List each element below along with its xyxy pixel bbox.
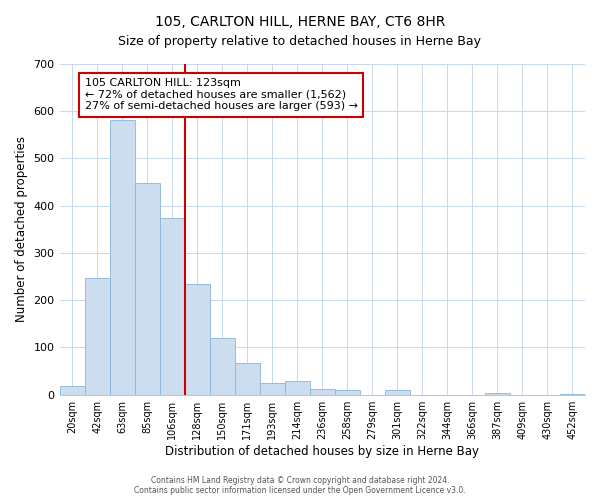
Bar <box>485 393 510 394</box>
Bar <box>335 390 360 394</box>
Text: Size of property relative to detached houses in Herne Bay: Size of property relative to detached ho… <box>119 35 482 48</box>
Bar <box>285 380 310 394</box>
Text: Contains HM Land Registry data © Crown copyright and database right 2024.
Contai: Contains HM Land Registry data © Crown c… <box>134 476 466 495</box>
Bar <box>134 182 160 394</box>
Bar <box>110 120 134 394</box>
Bar <box>85 278 110 394</box>
Y-axis label: Number of detached properties: Number of detached properties <box>15 136 28 322</box>
Bar <box>235 363 260 394</box>
Bar <box>260 384 285 394</box>
Text: 105 CARLTON HILL: 123sqm
← 72% of detached houses are smaller (1,562)
27% of sem: 105 CARLTON HILL: 123sqm ← 72% of detach… <box>85 78 358 112</box>
Bar <box>310 388 335 394</box>
Bar <box>160 218 185 394</box>
Bar <box>209 338 235 394</box>
Bar <box>385 390 410 394</box>
Text: 105, CARLTON HILL, HERNE BAY, CT6 8HR: 105, CARLTON HILL, HERNE BAY, CT6 8HR <box>155 15 445 29</box>
Bar <box>59 386 85 394</box>
Bar <box>185 284 209 395</box>
X-axis label: Distribution of detached houses by size in Herne Bay: Distribution of detached houses by size … <box>165 444 479 458</box>
